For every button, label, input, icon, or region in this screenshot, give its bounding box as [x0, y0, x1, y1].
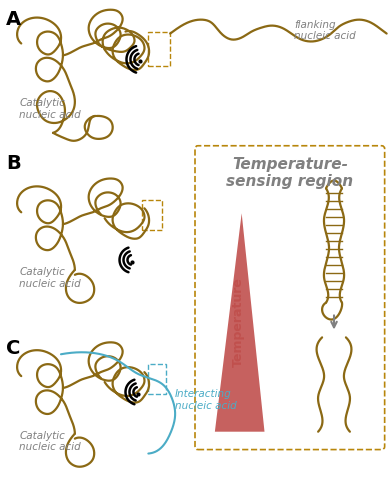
Text: C: C: [6, 340, 21, 358]
Text: Catalytic
nucleic acid: Catalytic nucleic acid: [19, 98, 81, 120]
Polygon shape: [215, 214, 264, 432]
Text: Catalytic
nucleic acid: Catalytic nucleic acid: [19, 267, 81, 288]
Text: flanking
nucleic acid: flanking nucleic acid: [294, 20, 356, 41]
Text: Temperature-
sensing region: Temperature- sensing region: [226, 156, 353, 189]
Text: Catalytic
nucleic acid: Catalytic nucleic acid: [19, 431, 81, 452]
Text: A: A: [6, 10, 22, 29]
Text: B: B: [6, 154, 21, 172]
Text: Interacting
nucleic acid: Interacting nucleic acid: [175, 389, 237, 410]
Text: Temperature: Temperature: [232, 278, 245, 368]
